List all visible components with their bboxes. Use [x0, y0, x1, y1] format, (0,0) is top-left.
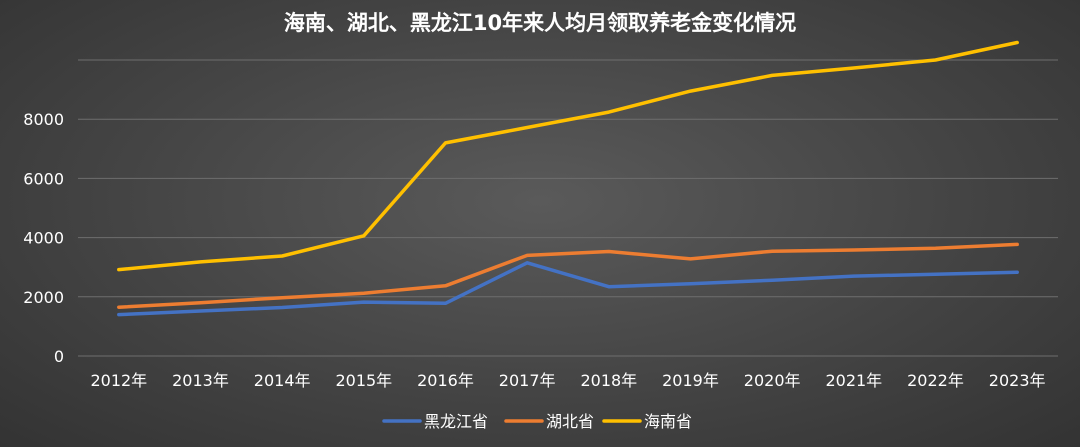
x-tick-label: 2022年: [907, 371, 964, 390]
y-tick-label: 8000: [23, 110, 64, 129]
series-line: [117, 242, 1019, 309]
chart-title: 海南、湖北、黑龙江10年来人均月领取养老金变化情况: [284, 11, 796, 35]
y-tick-label: 4000: [23, 229, 64, 248]
x-tick-label: 2020年: [744, 371, 801, 390]
series-line: [117, 40, 1019, 272]
x-tick-label: 2023年: [989, 371, 1046, 390]
legend: 黑龙江省 湖北省 海南省: [382, 412, 692, 431]
x-tick-label: 2013年: [172, 371, 229, 390]
series-lines: [117, 40, 1019, 317]
x-axis-tick-labels: 2012年 2013年 2014年 2015年 2016年 2017年 2018年 2019年…: [90, 371, 1045, 390]
x-tick-label: 2015年: [335, 371, 392, 390]
y-tick-label: 0: [54, 347, 64, 366]
x-tick-label: 2014年: [254, 371, 311, 390]
x-tick-label: 2012年: [90, 371, 147, 390]
legend-label: 湖北省: [546, 412, 594, 431]
x-tick-label: 2021年: [825, 371, 882, 390]
y-tick-label: 6000: [23, 169, 64, 188]
x-tick-label: 2017年: [499, 371, 556, 390]
x-tick-label: 2019年: [662, 371, 719, 390]
legend-label: 黑龙江省: [424, 412, 488, 431]
series-line: [117, 261, 1019, 317]
y-axis-tick-labels: 0 2000 4000 6000 8000: [23, 110, 64, 366]
y-tick-label: 2000: [23, 288, 64, 307]
x-tick-label: 2018年: [580, 371, 637, 390]
legend-label: 海南省: [644, 412, 692, 431]
x-tick-label: 2016年: [417, 371, 474, 390]
